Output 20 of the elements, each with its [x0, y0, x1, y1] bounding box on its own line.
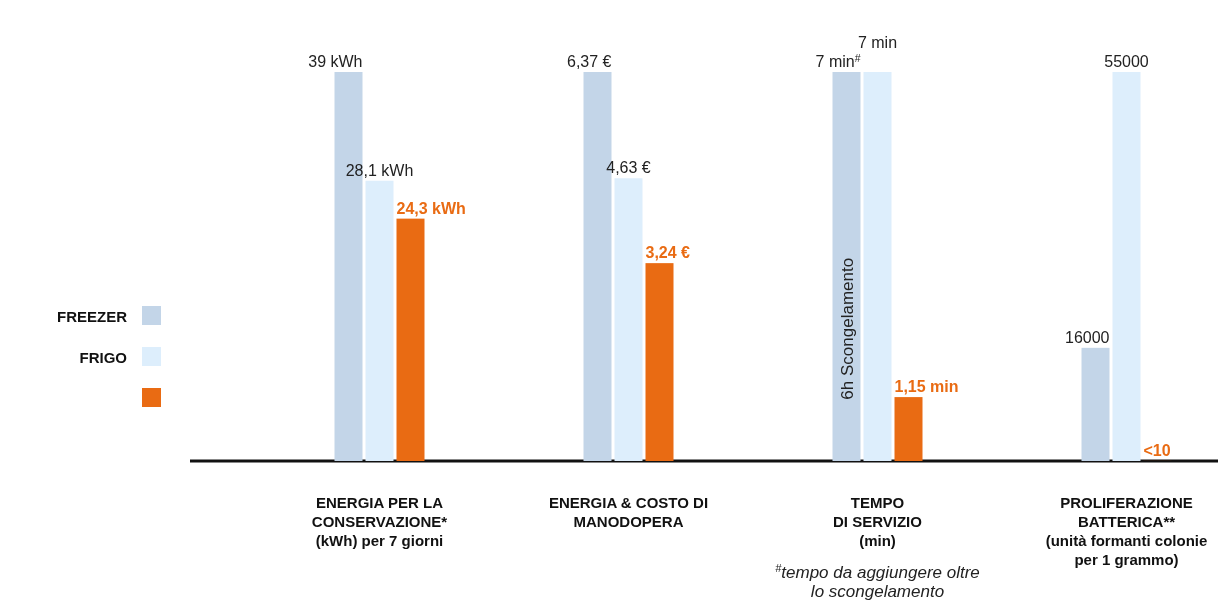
legend-label: FREEZER	[56, 308, 128, 325]
data-label: 6,37 €	[567, 53, 612, 70]
x-axis-title: ENERGIA PER LA CONSERVAZIONE* (kWh) per 7 giorni	[311, 494, 448, 549]
data-label: 4,63 €	[606, 159, 651, 177]
data-label: 28,1 kWh	[345, 161, 414, 179]
data-label: <10	[1143, 441, 1171, 459]
data-label: 3,24 €	[645, 244, 691, 262]
data-label: 24,3 kWh	[396, 199, 466, 217]
data-label: 7 min	[857, 34, 898, 51]
x-axis-title: TEMPO DI SERVIZIO (min)	[833, 494, 923, 549]
annotation: 6h Scongelamento	[837, 257, 857, 400]
data-label: 55000	[1104, 53, 1149, 70]
legend-label: FRIGO	[79, 349, 128, 366]
x-axis-title: PROLIFERAZIONE BATTERICA** (unità formanti colonie per 1 grammo)	[1045, 494, 1208, 568]
text: $^{#}$tempo da aggiungere oltre lo scongelamento	[775, 562, 980, 601]
data-label: 39 kWh	[308, 53, 363, 70]
data-label: 1,15 min	[894, 378, 959, 396]
data-label: 7 min$^{#}$	[815, 52, 861, 70]
data-label: 16000	[1065, 328, 1110, 346]
x-axis-title: ENERGIA & COSTO DI MANODOPERA	[548, 494, 709, 530]
